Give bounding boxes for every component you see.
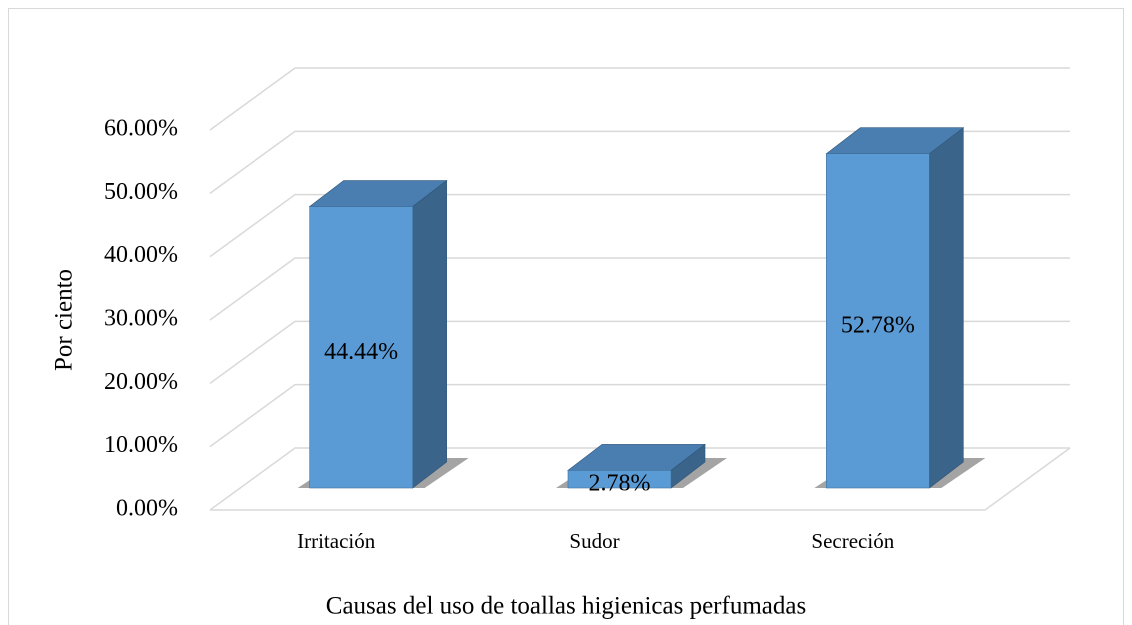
bar-side (412, 179, 447, 489)
grid-line (209, 67, 1070, 131)
grid-line (209, 383, 1070, 448)
x-tick-label: Sudor (569, 529, 619, 553)
bar (567, 470, 672, 489)
x-tick-label: Irritación (297, 529, 376, 553)
grid-line (209, 320, 1070, 384)
data-label: 44.44% (324, 339, 398, 365)
grid-line (209, 257, 1070, 321)
data-label: 52.78% (841, 312, 915, 338)
y-axis-title: Por ciento (51, 269, 78, 371)
y-tick-label: 0.00% (116, 496, 178, 522)
y-tick-label: 60.00% (104, 116, 178, 142)
y-tick-label: 10.00% (104, 432, 178, 458)
bar-side (929, 127, 964, 489)
chart-border (8, 8, 1124, 625)
x-tick-label: Secreción (811, 529, 894, 553)
grid-line (209, 130, 1070, 194)
data-label: 2.78% (589, 471, 651, 497)
y-tick-label: 30.00% (104, 306, 178, 332)
grid-line (209, 447, 1070, 511)
y-tick-label: 50.00% (104, 179, 178, 205)
floor-edge (984, 447, 1071, 511)
bar (309, 206, 413, 489)
bar (826, 153, 930, 489)
x-axis-title: Causas del uso de toallas higienicas per… (326, 593, 806, 620)
y-tick-label: 20.00% (104, 369, 178, 395)
grid-line (209, 193, 1070, 258)
y-tick-label: 40.00% (104, 242, 178, 268)
